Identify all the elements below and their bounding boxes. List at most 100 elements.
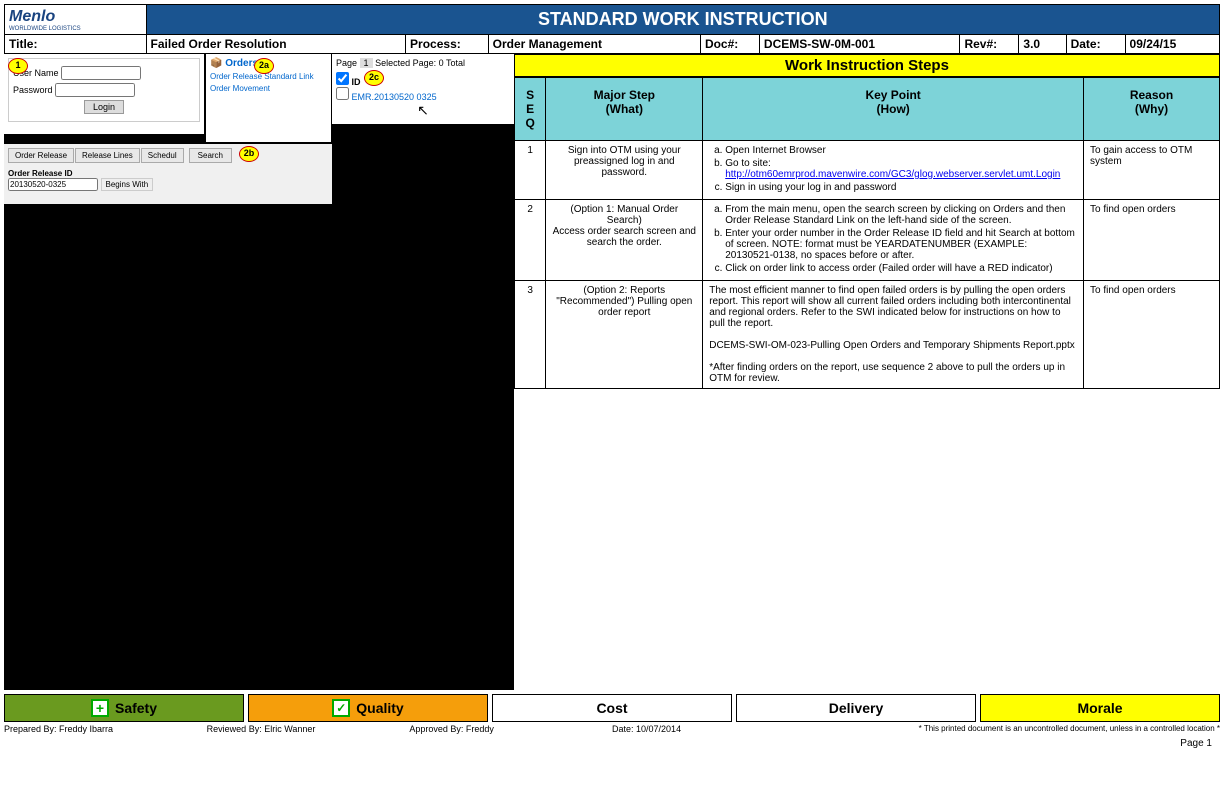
page-header-row: Page 1 Selected Page: 0 Total	[336, 58, 510, 68]
steps-panel: Work Instruction Steps S E Q Major Step …	[514, 54, 1220, 690]
order-release-link[interactable]: Order Release Standard Link	[210, 72, 327, 81]
col-why: Reason (Why)	[1084, 78, 1220, 141]
page: Menlo WORLDWIDE LOGISTICS STANDARD WORK …	[0, 0, 1224, 755]
footer-note: * This printed document is an uncontroll…	[815, 724, 1220, 734]
step1-why: To gain access to OTM system	[1084, 141, 1220, 200]
step1-seq: 1	[515, 141, 546, 200]
login-box: User Name Password Login	[8, 58, 200, 122]
footer-delivery: Delivery	[736, 694, 976, 722]
step2-how-c: Click on order link to access order (Fai…	[725, 263, 1077, 274]
password-row: Password	[13, 83, 195, 97]
tab-row: Order Release Release Lines Schedul Sear…	[8, 148, 328, 163]
footer-cost: Cost	[492, 694, 732, 722]
logo-text: Menlo	[9, 8, 55, 25]
step3-why: To find open orders	[1084, 281, 1220, 389]
page-label: Page	[336, 58, 357, 68]
tab-release-lines[interactable]: Release Lines	[75, 148, 140, 163]
step1-how-a: Open Internet Browser	[725, 145, 1077, 156]
steps-table: S E Q Major Step (What) Key Point (How) …	[514, 77, 1220, 389]
tab-schedule[interactable]: Schedul	[141, 148, 184, 163]
page-num-box: 1	[360, 58, 373, 68]
title-banner: STANDARD WORK INSTRUCTION	[146, 5, 1219, 35]
plus-icon: +	[91, 699, 109, 717]
screenshot-login: User Name Password Login	[4, 54, 204, 134]
step2-what: (Option 1: Manual Order Search) Access o…	[546, 200, 703, 281]
step3-what: (Option 2: Reports "Recommended") Pullin…	[546, 281, 703, 389]
search-button[interactable]: Search	[189, 148, 232, 163]
step3-how: The most efficient manner to find open f…	[703, 281, 1084, 389]
check-icon: ✓	[332, 699, 350, 717]
order-row: EMR.20130520 0325	[336, 87, 510, 102]
callout-2c: 2c	[364, 70, 384, 86]
order-id-link[interactable]: EMR.20130520 0325	[352, 92, 437, 102]
header-table: Menlo WORLDWIDE LOGISTICS STANDARD WORK …	[4, 4, 1220, 54]
process-label: Process:	[406, 35, 489, 54]
step1-how-b: Go to site:http://otm60emrprod.mavenwire…	[725, 158, 1077, 180]
col-what: Major Step (What)	[546, 78, 703, 141]
step2-how: From the main menu, open the search scre…	[703, 200, 1084, 281]
step3-seq: 3	[515, 281, 546, 389]
doc-value: DCEMS-SW-0M-001	[759, 35, 960, 54]
step-row-3: 3 (Option 2: Reports "Recommended") Pull…	[515, 281, 1220, 389]
prepared-by: Prepared By: Freddy Ibarra	[4, 724, 207, 734]
footer-safety: + Safety	[4, 694, 244, 722]
step3-how-note: *After finding orders on the report, use…	[709, 362, 1077, 384]
screenshot-pages: Page 1 Selected Page: 0 Total ID EMR.201…	[332, 54, 514, 124]
date-label: Date:	[1066, 35, 1125, 54]
col-seq: S E Q	[515, 78, 546, 141]
date-value: 09/24/15	[1125, 35, 1219, 54]
username-input[interactable]	[61, 66, 141, 80]
footer-quality: ✓ Quality	[248, 694, 488, 722]
col-how: Key Point (How)	[703, 78, 1084, 141]
password-input[interactable]	[55, 83, 135, 97]
step2-why: To find open orders	[1084, 200, 1220, 281]
footer-morale: Morale	[980, 694, 1220, 722]
order-id-input[interactable]	[8, 178, 98, 191]
screenshot-tabs: Order Release Release Lines Schedul Sear…	[4, 144, 332, 204]
wis-banner: Work Instruction Steps	[514, 54, 1220, 77]
login-button[interactable]: Login	[84, 100, 124, 114]
search-row: Begins With	[8, 178, 328, 191]
meta-row: Title: Failed Order Resolution Process: …	[5, 35, 1220, 54]
step1-how-c: Sign in using your log in and password	[725, 182, 1077, 193]
footer-bar: + Safety ✓ Quality Cost Delivery Morale	[4, 694, 1220, 722]
callout-2b: 2b	[239, 146, 259, 162]
tab-order-release[interactable]: Order Release	[8, 148, 74, 163]
step-row-1: 1 Sign into OTM using your preassigned l…	[515, 141, 1220, 200]
password-label: Password	[13, 85, 53, 95]
step1-how: Open Internet Browser Go to site:http://…	[703, 141, 1084, 200]
step1-what: Sign into OTM using your preassigned log…	[546, 141, 703, 200]
content-area: 1 2a 2b 2c User Name Password Login	[4, 54, 1220, 690]
title-value: Failed Order Resolution	[146, 35, 406, 54]
approved-by: Approved By: Freddy	[409, 724, 612, 734]
row-checkbox[interactable]	[336, 87, 349, 100]
rev-value: 3.0	[1019, 35, 1066, 54]
selected-page: Selected Page: 0 Total	[375, 58, 465, 68]
step3-how-ref: DCEMS-SWI-OM-023-Pulling Open Orders and…	[709, 340, 1077, 351]
step3-how-text: The most efficient manner to find open f…	[709, 285, 1077, 329]
cursor-icon: ↖	[336, 102, 510, 119]
logo-subtext: WORLDWIDE LOGISTICS	[9, 26, 142, 32]
doc-label: Doc#:	[700, 35, 759, 54]
step2-how-b: Enter your order number in the Order Rel…	[725, 228, 1077, 261]
title-label: Title:	[5, 35, 147, 54]
steps-header-row: S E Q Major Step (What) Key Point (How) …	[515, 78, 1220, 141]
logo-cell: Menlo WORLDWIDE LOGISTICS	[5, 5, 147, 35]
step-row-2: 2 (Option 1: Manual Order Search) Access…	[515, 200, 1220, 281]
screenshot-panel: 1 2a 2b 2c User Name Password Login	[4, 54, 514, 690]
callout-2a: 2a	[254, 58, 274, 74]
page-number: Page 1	[4, 736, 1220, 751]
username-row: User Name	[13, 66, 195, 80]
rev-label: Rev#:	[960, 35, 1019, 54]
login-button-row: Login	[13, 100, 195, 114]
footer-meta: Prepared By: Freddy Ibarra Reviewed By: …	[4, 722, 1220, 736]
otm-login-link[interactable]: http://otm60emrprod.mavenwire.com/GC3/gl…	[725, 169, 1060, 180]
footer-date: Date: 10/07/2014	[612, 724, 815, 734]
order-movement-link[interactable]: Order Movement	[210, 84, 327, 93]
step2-seq: 2	[515, 200, 546, 281]
callout-1: 1	[8, 58, 28, 74]
reviewed-by: Reviewed By: Elric Wanner	[207, 724, 410, 734]
step2-how-a: From the main menu, open the search scre…	[725, 204, 1077, 226]
operator-select[interactable]: Begins With	[101, 178, 154, 191]
select-all-checkbox[interactable]	[336, 72, 349, 85]
